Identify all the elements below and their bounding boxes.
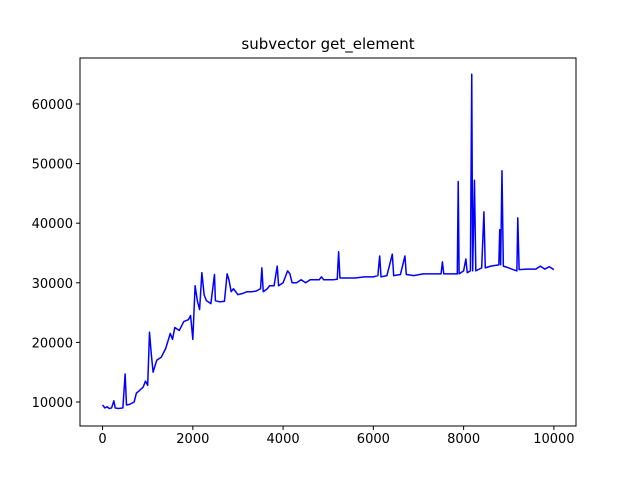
x-tick-label: 2000 bbox=[176, 432, 209, 447]
x-tick-label: 4000 bbox=[267, 432, 300, 447]
y-tick-label: 20000 bbox=[32, 336, 73, 351]
x-tick-label: 10000 bbox=[533, 432, 574, 447]
x-tick-label: 6000 bbox=[357, 432, 390, 447]
x-tick-label: 8000 bbox=[447, 432, 480, 447]
y-tick-label: 50000 bbox=[32, 158, 73, 173]
y-tick-label: 40000 bbox=[32, 217, 73, 232]
data-line bbox=[101, 73, 555, 410]
x-tick-label: 0 bbox=[98, 432, 106, 447]
plot-frame bbox=[79, 57, 577, 427]
chart-title: subvector get_element bbox=[241, 35, 414, 54]
y-tick-label: 10000 bbox=[32, 396, 73, 411]
y-tick-label: 30000 bbox=[32, 277, 73, 292]
y-tick-label: 60000 bbox=[32, 98, 73, 113]
